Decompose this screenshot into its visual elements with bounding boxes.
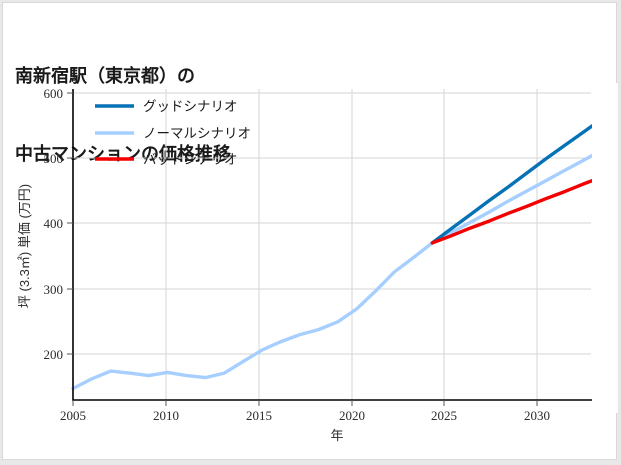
legend-label-bad-scenario: バッドシナリオ [143,152,238,167]
legend-label-good-scenario: グッドシナリオ [143,99,238,114]
x-tick-label-2010: 2010 [153,408,179,423]
chart-title: 南新宿駅（東京都）の 中古マンションの価格推移 [15,11,231,219]
chart-legend: グッドシナリオ ノーマルシナリオ バッドシナリオ [95,99,251,167]
chart-canvas: 南新宿駅（東京都）の 中古マンションの価格推移 [2,2,618,461]
chart-title-line-2: 中古マンションの価格推移 [15,144,231,164]
plot-area: 600 500 400 300 200 2005 2010 2015 202 [3,3,618,461]
y-tick-label-200: 200 [44,347,64,362]
x-tick-label-2015: 2015 [246,408,272,423]
x-tick-label-2005: 2005 [60,408,86,423]
y-tickmarks [67,92,73,355]
series-normal-scenario [71,140,618,391]
legend-label-normal-scenario: ノーマルシナリオ [143,126,251,141]
x-tick-labels: 2005 2010 2015 2020 2025 2030 [60,408,550,423]
y-tick-label-500: 500 [44,151,64,166]
y-gridlines [73,92,591,355]
right-clip-mask [592,83,618,413]
series-group [71,105,618,391]
chart-title-line-1: 南新宿駅（東京都）の [15,66,195,86]
series-bad-scenario [430,171,618,245]
x-axis-title: 年 [330,428,343,443]
x-tickmarks [72,400,538,406]
x-tick-label-2030: 2030 [524,408,550,423]
y-tick-labels: 600 500 400 300 200 [44,86,64,362]
y-tick-label-600: 600 [44,86,64,101]
chart-svg: 600 500 400 300 200 2005 2010 2015 202 [17,83,618,443]
y-axis-title: 坪 (3.3㎡) 単価 (万円) [17,184,32,308]
y-tick-label-300: 300 [44,282,64,297]
y-tick-label-400: 400 [44,216,64,231]
series-good-scenario [430,105,618,245]
x-tick-label-2025: 2025 [431,408,457,423]
x-tick-label-2020: 2020 [339,408,365,423]
